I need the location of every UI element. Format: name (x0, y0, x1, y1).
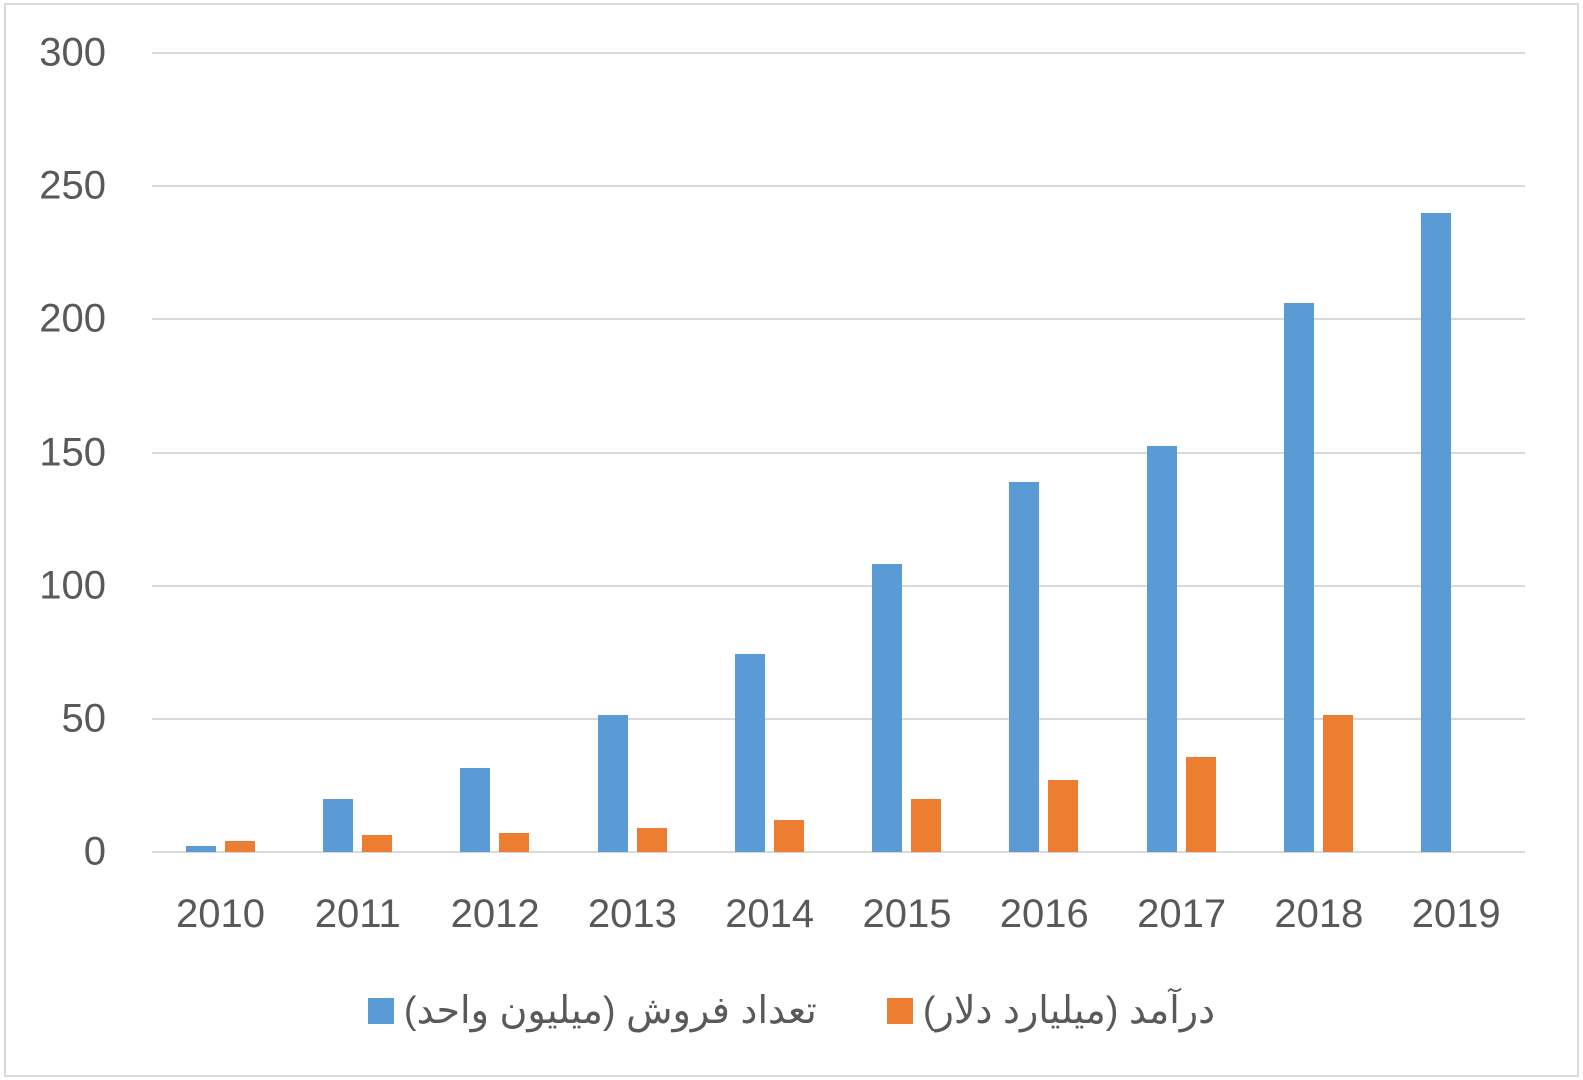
bar-revenue-2017 (1185, 757, 1216, 852)
y-tick-label: 300 (39, 30, 106, 75)
y-tick-label: 250 (39, 163, 106, 208)
y-tick-label: 50 (61, 696, 107, 741)
x-tick-label: 2011 (314, 892, 401, 936)
x-tick-label: 2017 (1137, 892, 1227, 936)
legend-swatch-blue-icon (367, 997, 394, 1024)
x-tick-label: 2018 (1274, 892, 1364, 936)
bar-sales-2011 (322, 798, 353, 852)
x-tick-label: 2019 (1411, 892, 1501, 936)
bar-revenue-2010 (224, 841, 255, 852)
bar-revenue-2016 (1048, 780, 1079, 852)
bar-sales-2017 (1146, 445, 1177, 852)
x-tick-label: 2013 (587, 892, 677, 936)
legend-label-revenue: درآمد (میلیارد دلار) (922, 990, 1216, 1032)
x-tick-label: 2015 (862, 892, 952, 936)
legend: تعداد فروش (میلیون واحد) درآمد (میلیارد … (0, 988, 1583, 1033)
gridline (152, 851, 1525, 853)
legend-item-revenue: درآمد (میلیارد دلار) (886, 988, 1216, 1033)
bar-sales-2013 (597, 714, 628, 852)
bar-sales-2018 (1284, 303, 1315, 852)
gridline (152, 451, 1525, 454)
plot-area (152, 52, 1525, 853)
gridline (152, 584, 1525, 587)
y-tick-label: 150 (39, 430, 106, 474)
bar-sales-2010 (185, 845, 216, 852)
x-tick-label: 2010 (176, 892, 265, 936)
legend-item-sales: تعداد فروش (میلیون واحد) (367, 988, 817, 1033)
bar-sales-2012 (460, 768, 491, 852)
legend-label-sales: تعداد فروش (میلیون واحد) (403, 990, 817, 1032)
bar-revenue-2013 (636, 828, 667, 852)
gridline (152, 185, 1525, 188)
bar-sales-2019 (1421, 212, 1452, 852)
x-tick-label: 2016 (999, 892, 1089, 936)
legend-swatch-orange-icon (886, 997, 913, 1024)
y-tick-label: 0 (83, 829, 106, 874)
bar-revenue-2012 (499, 833, 530, 852)
bar-revenue-2011 (361, 834, 392, 852)
bar-revenue-2018 (1323, 714, 1354, 852)
x-tick-label: 2012 (450, 892, 540, 936)
y-tick-label: 200 (39, 296, 106, 341)
bar-revenue-2015 (911, 798, 942, 852)
gridline (152, 52, 1525, 54)
x-tick-label: 2014 (725, 892, 815, 936)
bar-sales-2014 (734, 653, 765, 852)
bar-sales-2016 (1009, 481, 1040, 852)
gridline (152, 717, 1525, 720)
bar-sales-2015 (872, 564, 903, 852)
chart-frame (4, 3, 1579, 1077)
gridline (152, 318, 1525, 321)
bar-revenue-2014 (773, 820, 804, 852)
y-tick-label: 100 (39, 563, 106, 608)
